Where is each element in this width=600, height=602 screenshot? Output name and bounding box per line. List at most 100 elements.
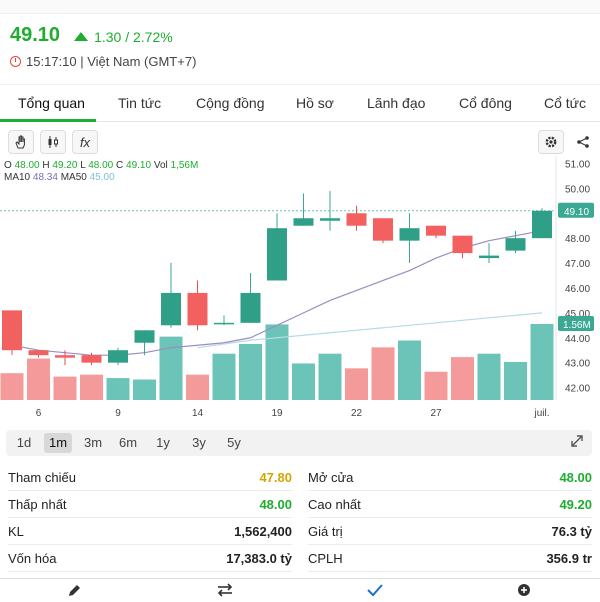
candle-body: [55, 355, 75, 358]
stat-tham-chieu: Tham chiếu 47.80: [8, 464, 292, 491]
x-tick-label: 19: [271, 408, 283, 419]
swap-icon[interactable]: [216, 583, 234, 602]
period-selector: 1d 1m 3m 6m 1y 3y 5y: [6, 430, 592, 456]
pencil-icon[interactable]: [66, 583, 82, 602]
high-label: H: [42, 160, 50, 171]
add-watchlist-icon[interactable]: [516, 583, 532, 602]
tab-cong-dong[interactable]: Cộng đồng: [196, 95, 265, 111]
tab-ho-so[interactable]: Hồ sơ: [296, 95, 334, 111]
candle-body: [320, 218, 340, 221]
checkmark-icon[interactable]: [366, 583, 384, 602]
volume-bar: [530, 323, 554, 400]
candle-body: [452, 235, 473, 254]
y-tick-label: 47.00: [565, 259, 590, 270]
candle-body: [532, 210, 552, 239]
period-1y[interactable]: 1y: [156, 435, 170, 450]
volume-bar: [345, 368, 368, 400]
volume-bar: [106, 378, 130, 400]
ma10-value: 48.34: [32, 172, 58, 183]
low-label: L: [80, 160, 86, 171]
y-tick-label: 51.00: [565, 159, 590, 170]
tab-co-dong[interactable]: Cổ đông: [459, 95, 512, 111]
ohlc-legend: O 48.00 H 49.20 L 48.00 C 49.10 Vol 1,56…: [4, 160, 198, 171]
volume-bar: [186, 374, 209, 400]
stat-label: Giá trị: [308, 523, 343, 539]
volume-bar: [80, 374, 103, 400]
volume-bar: [27, 358, 50, 400]
x-tick-label: 9: [115, 408, 121, 419]
volume-bar: [212, 353, 236, 400]
x-tick-label: juil.: [533, 408, 549, 419]
stat-cao-nhat: Cao nhất 49.20: [308, 491, 592, 518]
y-tick-label: 50.00: [565, 184, 590, 195]
fx-indicator-button[interactable]: fx: [72, 130, 98, 154]
candle-body: [214, 322, 234, 325]
candle-body: [187, 292, 208, 326]
arrow-up-icon: [74, 32, 89, 41]
candle-body: [479, 255, 499, 259]
expand-icon[interactable]: [570, 434, 584, 451]
stat-value: 47.80: [259, 469, 292, 485]
volume-bar: [53, 376, 77, 400]
volume-tag-label: 1.56M: [563, 320, 591, 331]
low-value: 48.00: [88, 160, 114, 171]
stat-label: Mở cửa: [308, 469, 354, 485]
stat-label: Thấp nhất: [8, 496, 67, 512]
y-tick-label: 48.00: [565, 234, 590, 245]
stat-label: CPLH: [308, 550, 343, 566]
volume-value: 1,56M: [170, 160, 199, 171]
volume-bar: [398, 340, 421, 400]
candle-body: [108, 350, 128, 363]
x-tick-label: 27: [430, 408, 442, 419]
gear-icon[interactable]: [538, 130, 564, 154]
stat-label: Cao nhất: [308, 496, 361, 512]
stat-mo-cua: Mở cửa 48.00: [308, 464, 592, 491]
tab-lanh-dao[interactable]: Lãnh đạo: [367, 95, 426, 111]
candle-body: [28, 350, 49, 356]
period-3y[interactable]: 3y: [192, 435, 206, 450]
bottom-action-bar: [0, 578, 600, 600]
stat-value: 356.9 tr: [546, 550, 592, 566]
top-status-strip: [0, 0, 600, 14]
clock-icon: [10, 56, 21, 67]
y-tick-label: 43.00: [565, 359, 590, 370]
period-5y[interactable]: 5y: [227, 435, 241, 450]
close-value: 49.10: [126, 160, 152, 171]
y-tick-label: 46.00: [565, 284, 590, 295]
ma10-label: MA10: [4, 172, 31, 183]
share-icon[interactable]: [570, 130, 596, 154]
candle-body: [346, 213, 367, 226]
stat-label: KL: [8, 523, 24, 539]
period-6m[interactable]: 6m: [118, 435, 138, 450]
stat-kl: KL 1,562,400: [8, 518, 292, 545]
period-1m[interactable]: 1m: [44, 433, 72, 453]
timestamp: 15:17:10 | Việt Nam (GMT+7): [26, 54, 197, 69]
open-label: O: [4, 160, 12, 171]
stat-label: Vốn hóa: [8, 550, 57, 566]
volume-bar: [477, 353, 501, 400]
tab-co-tuc[interactable]: Cổ tức: [544, 95, 587, 111]
period-3m[interactable]: 3m: [83, 435, 103, 450]
stat-cplh: CPLH 356.9 tr: [308, 545, 592, 572]
candlestick-icon[interactable]: [40, 130, 66, 154]
price-change-value: 1.30 / 2.72%: [94, 28, 173, 45]
last-price-tag-label: 49.10: [564, 207, 589, 218]
volume-bar: [318, 353, 342, 400]
x-tick-label: 6: [36, 408, 42, 419]
tab-tin-tuc[interactable]: Tin tức: [118, 95, 162, 111]
hand-icon[interactable]: [8, 130, 34, 154]
candle-body: [399, 228, 420, 241]
ma-legend: MA10 48.34 MA50 45.00: [4, 172, 115, 183]
stat-value: 48.00: [259, 496, 292, 512]
volume-bar: [451, 357, 474, 400]
volume-bar: [159, 336, 183, 400]
current-price: 49.10: [10, 24, 61, 46]
volume-bar: [133, 379, 156, 400]
tab-tong-quan[interactable]: Tổng quan: [18, 95, 85, 111]
x-tick-label: 22: [351, 408, 363, 419]
period-1d[interactable]: 1d: [16, 435, 32, 450]
stat-thap-nhat: Thấp nhất 48.00: [8, 491, 292, 518]
stat-value: 17,383.0 tỷ: [226, 550, 292, 566]
candlestick-chart[interactable]: 51.0050.0049.0048.0047.0046.0045.0044.00…: [0, 156, 600, 426]
volume-bar: [239, 343, 262, 400]
